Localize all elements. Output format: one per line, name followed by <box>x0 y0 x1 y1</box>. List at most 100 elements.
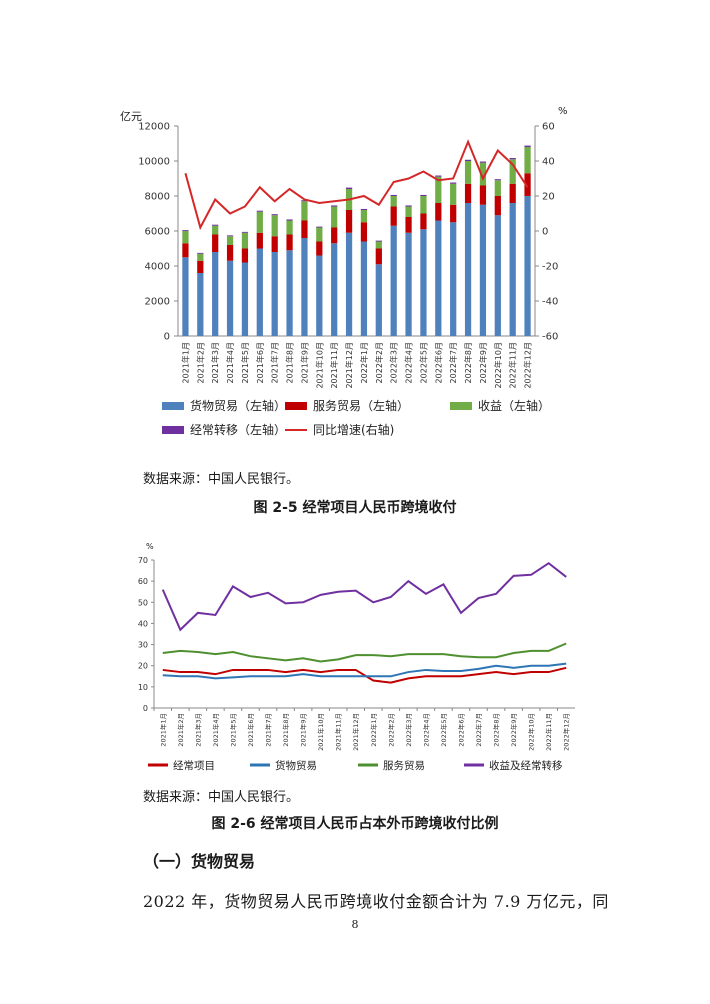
right-tick-label: 40 <box>542 157 555 168</box>
y-tick-label: 20 <box>138 662 148 671</box>
chart1-source: 数据来源：中国人民银行。 <box>143 472 300 487</box>
bar-segment <box>301 238 308 336</box>
bar-segment <box>405 232 412 336</box>
bar-segment <box>420 229 427 336</box>
chart2-svg: % 0 10 20 30 40 50 60 70 2021年1月 2021年2月 2021年3月 202… <box>138 542 575 772</box>
y-tick-label: 40 <box>138 619 148 628</box>
left-tick-label: 8000 <box>145 192 170 203</box>
bar-segment <box>420 194 427 196</box>
x-tick-label: 2021年10月 <box>316 713 325 751</box>
bar-segment <box>212 252 219 336</box>
bar-segment <box>256 210 263 212</box>
bar-segment <box>197 273 204 336</box>
bar-segment <box>286 220 293 235</box>
bar-segment <box>375 241 382 249</box>
bar-segment <box>435 175 442 177</box>
chart1-svg: 亿元 % 0 2000 4000 6000 8000 10000 12000 -60 -40 -20 0… <box>120 106 568 437</box>
bar-segment <box>435 176 442 203</box>
legend-label: 同比增速(右轴) <box>313 422 394 437</box>
bar-segment <box>331 227 338 244</box>
bar-segment <box>464 183 472 203</box>
series-line <box>162 642 567 663</box>
bar-segment <box>464 203 472 336</box>
bar-segment <box>479 185 487 205</box>
x-tick-label: 2022年11月 <box>508 342 518 389</box>
x-tick-label: 2022年11月 <box>544 713 553 751</box>
bar-segment <box>464 161 472 184</box>
bar-segment <box>241 248 249 263</box>
left-tick-label: 2000 <box>145 297 170 308</box>
legend-label: 服务贸易 <box>383 759 425 772</box>
left-unit-label: 亿元 <box>120 110 142 123</box>
x-tick-label: 2021年6月 <box>246 713 255 747</box>
x-tick-label: 2022年2月 <box>374 342 384 383</box>
y-tick-label: 70 <box>138 556 148 565</box>
bar-segment <box>256 248 263 336</box>
x-tick-label: 2022年5月 <box>418 342 428 383</box>
bar-segment <box>197 253 204 261</box>
x-tick-label: 2021年1月 <box>180 342 190 383</box>
bar-segment <box>182 230 189 231</box>
x-tick-label: 2022年4月 <box>421 713 430 747</box>
left-tick-label: 0 <box>164 332 170 343</box>
growth-line <box>184 139 529 231</box>
x-tick-label: 2022年9月 <box>478 342 488 383</box>
x-tick-label: 2021年8月 <box>281 713 290 747</box>
bar-segment <box>271 236 278 252</box>
right-tick-label: -60 <box>542 332 558 343</box>
x-tick-label: 2021年9月 <box>299 713 308 747</box>
bar-segment <box>182 231 189 244</box>
bar-segment <box>212 234 219 252</box>
x-tick-label: 2022年9月 <box>509 713 518 747</box>
legend-swatch <box>285 402 307 410</box>
x-tick-label: 2021年10月 <box>314 342 324 389</box>
x-tick-label: 2021年4月 <box>211 713 220 747</box>
legend-label: 收益及经常转移 <box>489 759 563 772</box>
bar-segment <box>182 257 189 336</box>
y-tick-label: 10 <box>138 683 148 692</box>
chart1-caption: 图 2-5 经常项目人民币跨境收付 <box>253 500 457 516</box>
bar-segment <box>301 220 308 238</box>
chart2-caption: 图 2-6 经常项目人民币占本外币跨境收付比例 <box>211 816 499 832</box>
series-line <box>161 561 567 632</box>
x-tick-label: 2022年8月 <box>492 713 501 747</box>
right-unit-label: % <box>558 106 568 117</box>
bar-segment <box>464 159 472 161</box>
bar-segment <box>390 206 397 226</box>
x-tick-label: 2021年5月 <box>240 342 250 383</box>
bar-segment <box>301 200 308 202</box>
bar-segment <box>524 173 531 196</box>
y-unit-label: % <box>146 542 154 551</box>
x-tick-label: 2022年12月 <box>523 342 533 389</box>
bar-segment <box>360 210 368 223</box>
bar-segment <box>316 226 323 228</box>
bar-segment <box>524 196 531 336</box>
x-tick-label: 2021年6月 <box>255 342 265 383</box>
x-tick-label: 2021年9月 <box>299 342 309 383</box>
x-tick-label: 2021年2月 <box>195 342 205 383</box>
bar-segment <box>316 241 323 256</box>
bar-segment <box>212 224 219 226</box>
x-tick-label: 2021年2月 <box>176 713 185 747</box>
bar-segment <box>479 162 487 186</box>
page-number: 8 <box>351 918 359 931</box>
bar-segment <box>420 196 427 214</box>
legend-swatch <box>450 402 472 410</box>
x-tick-label: 2022年3月 <box>404 713 413 747</box>
bar-segment <box>435 203 442 221</box>
cross-border-receipts-chart: 亿元% 0 2000 4000 6000 8000 10000 12000 -60 -40 -20 0… <box>100 98 600 458</box>
left-tick-label: 10000 <box>138 157 170 168</box>
bar-segment <box>256 211 263 233</box>
bar-segment <box>212 225 219 235</box>
bar-segment <box>345 187 353 189</box>
right-tick-label: -40 <box>542 297 558 308</box>
x-tick-label: 2022年5月 <box>439 713 448 747</box>
legend-swatch <box>162 402 184 410</box>
bar-segment <box>435 220 442 336</box>
bar-segment <box>524 147 531 174</box>
x-tick-label: 2022年4月 <box>404 342 414 383</box>
x-tick-label: 2022年12月 <box>562 713 571 751</box>
x-tick-label: 2022年10月 <box>493 342 503 389</box>
bar-segment <box>390 196 397 207</box>
bar-segment <box>256 232 263 249</box>
